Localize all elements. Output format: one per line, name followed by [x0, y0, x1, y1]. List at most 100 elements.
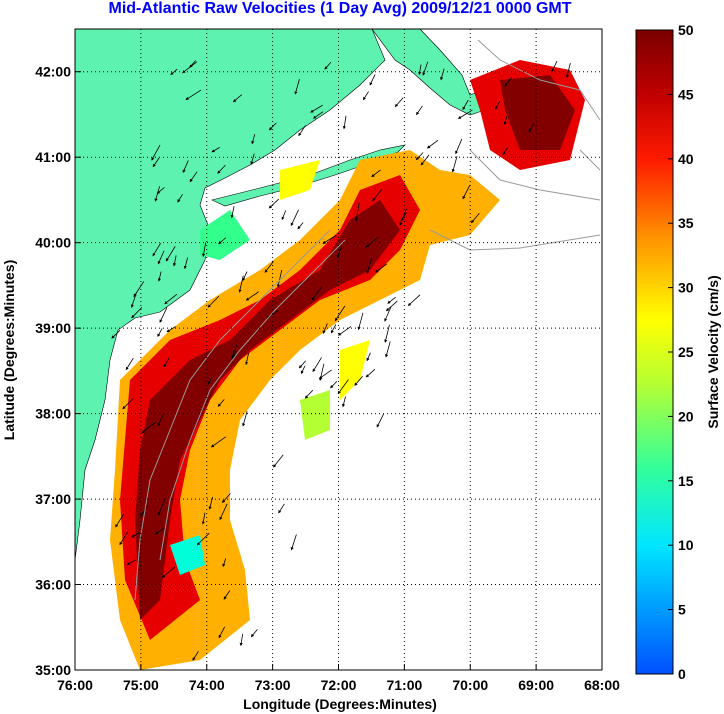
current-arrow: [201, 512, 206, 525]
current-arrow: [273, 454, 284, 468]
current-arrow: [232, 94, 243, 103]
current-arrow: [415, 152, 424, 161]
current-arrow: [245, 291, 259, 301]
current-arrow: [156, 187, 165, 194]
current-arrow: [219, 503, 228, 521]
current-arrow: [385, 341, 391, 358]
current-arrow: [239, 633, 244, 647]
current-arrow: [159, 307, 168, 323]
y-axis: 35:00 36:00 37:00 38:00 39:00 40:00 41:00 42:00: [35, 64, 81, 678]
current-arrow: [422, 61, 429, 76]
colorbar-tick-label: 5: [678, 602, 686, 618]
current-arrow: [372, 188, 383, 202]
current-arrow: [366, 258, 373, 275]
current-arrow: [369, 74, 376, 86]
current-arrow: [420, 154, 430, 166]
velocity-region: [340, 340, 370, 400]
current-arrow: [310, 104, 323, 113]
current-arrow: [208, 376, 213, 385]
y-tick-label: 36:00: [35, 577, 71, 593]
current-arrow: [300, 365, 306, 375]
map-title: Mid-Atlantic Raw Velocities (1 Day Avg) …: [108, 0, 572, 17]
x-tick-label: 72:00: [321, 677, 357, 693]
current-arrow: [375, 263, 387, 273]
current-arrow: [170, 68, 178, 76]
current-arrow: [217, 164, 226, 174]
current-arrow: [400, 212, 407, 222]
current-arrow: [503, 116, 508, 125]
current-arrow: [334, 305, 346, 322]
current-arrow: [230, 206, 235, 219]
colorbar-tick-label: 25: [678, 344, 694, 360]
current-arrow: [312, 357, 322, 373]
current-arrow: [177, 194, 183, 203]
current-arrow: [416, 105, 423, 116]
colorbar: [635, 29, 674, 675]
current-arrow: [494, 100, 501, 110]
current-arrow: [278, 503, 285, 514]
current-arrow: [362, 91, 369, 101]
current-arrow: [418, 64, 422, 76]
current-arrow: [366, 352, 371, 362]
current-arrow: [324, 61, 332, 70]
current-arrow: [152, 242, 161, 257]
current-arrow: [290, 209, 299, 227]
current-arrow: [172, 255, 177, 267]
current-arrow: [336, 245, 343, 259]
current-arrow: [250, 629, 258, 638]
current-arrow: [122, 397, 134, 410]
velocity-region: [300, 390, 330, 440]
current-arrow: [354, 376, 363, 386]
current-arrow: [298, 125, 306, 137]
current-arrow: [231, 349, 235, 360]
current-arrow: [385, 300, 398, 312]
current-arrow: [161, 566, 176, 578]
x-tick-label: 74:00: [189, 677, 225, 693]
y-tick-label: 39:00: [35, 320, 71, 336]
y-axis-title: Latitude (Degrees:Minutes): [1, 260, 17, 440]
y-tick-label: 37:00: [35, 491, 71, 507]
current-arrow: [163, 357, 170, 368]
current-arrow: [462, 99, 469, 111]
current-arrow: [318, 369, 332, 379]
current-arrows: [111, 60, 571, 661]
current-arrow: [125, 357, 134, 371]
current-arrow: [394, 97, 404, 108]
current-arrow: [141, 421, 157, 433]
current-arrow: [210, 436, 226, 448]
velocity-region: [170, 535, 205, 575]
current-arrow: [298, 360, 306, 369]
current-arrow: [357, 312, 364, 331]
current-arrow: [355, 203, 360, 222]
current-arrow: [502, 147, 509, 156]
current-arrow: [157, 250, 165, 265]
current-arrow: [111, 330, 121, 339]
current-arrow: [451, 156, 458, 173]
current-arrow: [185, 89, 202, 101]
y-tick-label: 41:00: [35, 149, 71, 165]
y-tick-label: 35:00: [35, 662, 71, 678]
current-arrow: [131, 532, 141, 538]
current-arrow: [164, 293, 178, 305]
current-arrow: [151, 144, 161, 161]
current-arrow: [157, 498, 166, 516]
x-tick-label: 76:00: [57, 677, 93, 693]
colorbar-title: Surface Velocity (cm/s): [705, 275, 721, 428]
current-arrow: [196, 532, 210, 546]
current-arrow: [268, 198, 279, 209]
current-arrow: [250, 153, 255, 165]
current-arrow: [140, 504, 149, 517]
current-arrow: [202, 242, 207, 257]
current-arrow: [426, 139, 439, 149]
current-arrow: [294, 79, 300, 95]
current-arrow: [211, 147, 220, 153]
current-arrow: [217, 399, 225, 407]
current-arrow: [182, 160, 189, 174]
current-arrow: [157, 328, 163, 338]
current-arrow: [189, 171, 198, 183]
colorbar-tick-label: 10: [678, 537, 694, 553]
colorbar-tick-label: 20: [678, 408, 694, 424]
current-arrow: [387, 296, 396, 304]
colorbar-tick-label: 50: [678, 22, 694, 38]
